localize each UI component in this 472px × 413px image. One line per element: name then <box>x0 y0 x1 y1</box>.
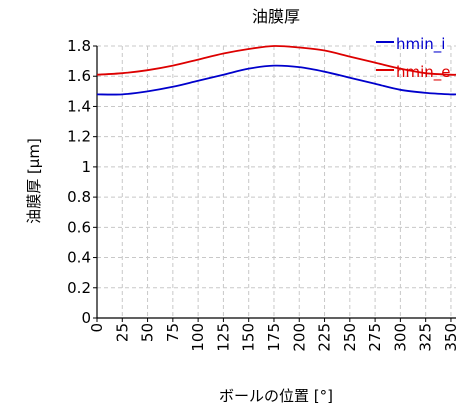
axes <box>93 45 456 322</box>
x-tick-label: 250 <box>341 323 359 352</box>
x-tick-label: 0 <box>88 323 106 333</box>
y-tick-label: 0.6 <box>67 218 91 236</box>
y-tick-label: 0 <box>81 309 91 327</box>
legend: hmin_i hmin_e <box>376 35 451 82</box>
x-tick-label: 50 <box>139 323 157 342</box>
x-tick-label: 25 <box>113 323 131 342</box>
x-tick-label: 150 <box>240 323 258 352</box>
y-tick-label: 1 <box>81 158 91 176</box>
x-tick-label: 75 <box>164 323 182 342</box>
series-line-hmin_i <box>96 64 457 96</box>
x-tick-label: 225 <box>316 323 334 352</box>
chart-title: 油膜厚 <box>252 7 300 26</box>
grid <box>96 45 456 318</box>
y-tick-label: 1.2 <box>67 128 91 146</box>
x-tick-label: 175 <box>265 323 283 352</box>
series-line-hmin_e <box>96 45 457 76</box>
y-tick-label: 0.2 <box>67 279 91 297</box>
x-tick-label: 200 <box>290 323 308 352</box>
x-tick-label: 275 <box>366 323 384 352</box>
y-tick-label: 1.4 <box>67 97 91 115</box>
legend-label: hmin_i <box>396 35 445 54</box>
y-axis-label: 油膜厚 [μm] <box>25 138 43 224</box>
x-axis-label: ボールの位置 [°] <box>219 387 333 405</box>
x-tick-label: 300 <box>391 323 409 352</box>
y-tick-label: 0.8 <box>67 188 91 206</box>
y-tick-label: 0.4 <box>67 249 91 267</box>
x-tick-label: 325 <box>417 323 435 352</box>
y-tick-label: 1.8 <box>67 37 91 55</box>
x-tick-label: 125 <box>214 323 232 352</box>
legend-label: hmin_e <box>396 63 451 82</box>
x-tick-label: 350 <box>442 323 460 352</box>
y-tick-label: 1.6 <box>67 67 91 85</box>
tick-labels: 0 25 50 75 100 125 150 175 200 225 250 275 300 325 350… <box>67 37 460 352</box>
plot-area <box>96 45 457 96</box>
x-tick-label: 100 <box>189 323 207 352</box>
